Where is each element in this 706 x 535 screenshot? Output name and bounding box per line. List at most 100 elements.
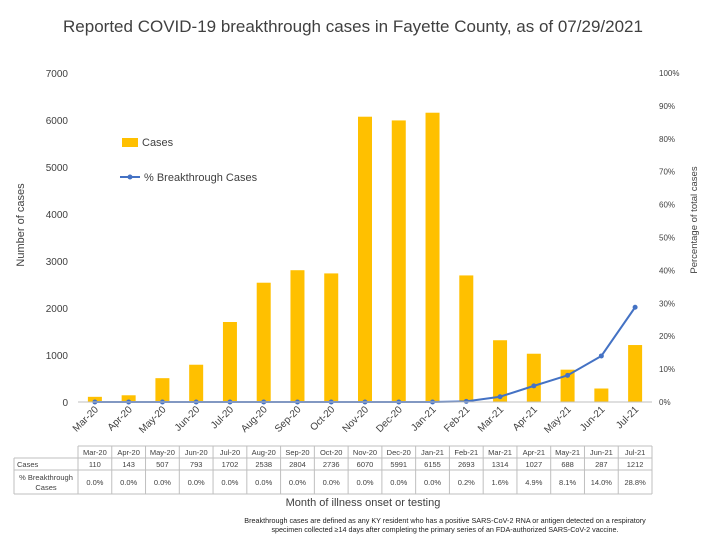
table-header-cell: Jul-21 [625, 448, 645, 457]
y-tick-label: 2000 [46, 304, 69, 315]
table-cell: 28.8% [624, 478, 646, 487]
table-cell: 110 [89, 460, 101, 469]
table-header-cell: Mar-21 [488, 448, 512, 457]
legend-label-breakthrough: % Breakthrough Cases [144, 172, 258, 184]
table-cell: 0.0% [255, 478, 272, 487]
y-tick-label: 1000 [46, 351, 69, 362]
table-cell: 0.0% [289, 478, 306, 487]
y2-tick-label: 90% [659, 102, 675, 111]
bar [391, 120, 406, 402]
bar [189, 364, 204, 402]
footnote-line-1: Breakthrough cases are defined as any KY… [244, 516, 646, 525]
table-cell: 1212 [627, 460, 644, 469]
y2-tick-label: 20% [659, 332, 675, 341]
table-cell: 4.9% [525, 478, 542, 487]
table-cell: 6155 [424, 460, 441, 469]
bar [594, 388, 609, 402]
legend-swatch-cases [122, 138, 138, 147]
bar [459, 275, 474, 402]
table-cell: 1.6% [492, 478, 509, 487]
table-header-cell: Nov-20 [353, 448, 377, 457]
table-header-cell: Sep-20 [285, 448, 309, 457]
y-axis-left: 0 1000 2000 3000 4000 5000 6000 7000 [46, 69, 69, 409]
y-tick-label: 0 [62, 398, 68, 409]
table-header-cell: Aug-20 [252, 448, 276, 457]
y2-tick-label: 70% [659, 168, 675, 177]
table-header-cell: Dec-20 [387, 448, 411, 457]
x-tick-label: Jul-21 [614, 404, 641, 431]
table-cell: 1702 [222, 460, 239, 469]
bar [425, 112, 440, 402]
x-tick-label: Apr-20 [106, 404, 135, 433]
x-tick-label: Mar-21 [476, 404, 506, 434]
bar [628, 345, 643, 402]
data-table: Mar-20 Apr-20 May-20 Jun-20 Jul-20 Aug-20 Sep-… [13, 445, 653, 495]
y2-tick-label: 40% [659, 266, 675, 275]
y-tick-label: 4000 [46, 210, 69, 221]
x-tick-label: Jul-20 [209, 404, 236, 431]
table-cell: 8.1% [559, 478, 576, 487]
table-header-cell: Jan-21 [421, 448, 444, 457]
x-tick-label: Mar-20 [71, 404, 101, 434]
table-cell: 1027 [525, 460, 542, 469]
y2-tick-label: 10% [659, 365, 675, 374]
x-tick-label: Oct-20 [308, 404, 337, 433]
table-cell: 688 [561, 460, 574, 469]
table-header-cell: Apr-21 [523, 448, 546, 457]
table-header-cell: Jun-20 [185, 448, 208, 457]
table-cell: 2804 [289, 460, 306, 469]
table-header-cell: May-20 [150, 448, 175, 457]
table-header-cell: Oct-20 [320, 448, 343, 457]
legend-label-cases: Cases [142, 137, 174, 149]
line-point [598, 353, 604, 359]
bar-series [87, 112, 643, 403]
y2-tick-label: 80% [659, 135, 675, 144]
table-cell: 0.0% [424, 478, 441, 487]
table-cell: 2693 [458, 460, 475, 469]
table-cell: 0.0% [154, 478, 171, 487]
table-cell: 0.0% [188, 478, 205, 487]
y-tick-label: 3000 [46, 257, 69, 268]
table-cell: 143 [122, 460, 135, 469]
bar [256, 282, 271, 402]
table-header-cell: Mar-20 [83, 448, 107, 457]
y-axis-right: 0% 10% 20% 30% 40% 50% 60% 70% 80% 90% 100% [659, 69, 679, 407]
line-point [531, 383, 537, 389]
x-tick-label: Nov-20 [341, 404, 372, 435]
bar [526, 353, 541, 402]
line-point [565, 372, 571, 378]
x-tick-label: Jan-21 [409, 404, 439, 434]
table-cell: 287 [595, 460, 608, 469]
table-cell: 2736 [323, 460, 340, 469]
y-tick-label: 7000 [46, 69, 69, 80]
table-row-label: % Breakthrough Cases [19, 473, 73, 492]
table-header-cell: Apr-20 [117, 448, 140, 457]
table-cell: 0.0% [356, 478, 373, 487]
y2-axis-title: Percentage of total cases [689, 166, 700, 273]
bar [155, 378, 170, 402]
table-cell: 507 [156, 460, 169, 469]
y2-tick-label: 60% [659, 201, 675, 210]
table-cell: 5991 [390, 460, 407, 469]
y2-tick-label: 0% [659, 398, 671, 407]
x-tick-label: May-20 [137, 404, 169, 436]
table-header-cell: Jun-21 [590, 448, 613, 457]
x-tick-label: Apr-21 [511, 404, 540, 433]
y-axis-title: Number of cases [15, 183, 27, 267]
x-tick-label: May-21 [542, 404, 574, 436]
line-point [463, 398, 469, 404]
table-cell: 0.0% [120, 478, 137, 487]
table-row-label: Cases [17, 460, 39, 469]
bar [222, 322, 237, 402]
table-header-cell: May-21 [555, 448, 580, 457]
table-cell: 1314 [492, 460, 509, 469]
x-tick-label: Sep-20 [273, 404, 304, 435]
line-point [632, 304, 638, 310]
y2-tick-label: 30% [659, 299, 675, 308]
legend: Cases % Breakthrough Cases [120, 137, 258, 184]
bar [560, 369, 575, 402]
y-tick-label: 6000 [46, 116, 69, 127]
bar [493, 340, 508, 402]
x-axis-title: Month of illness onset or testing [286, 497, 441, 509]
